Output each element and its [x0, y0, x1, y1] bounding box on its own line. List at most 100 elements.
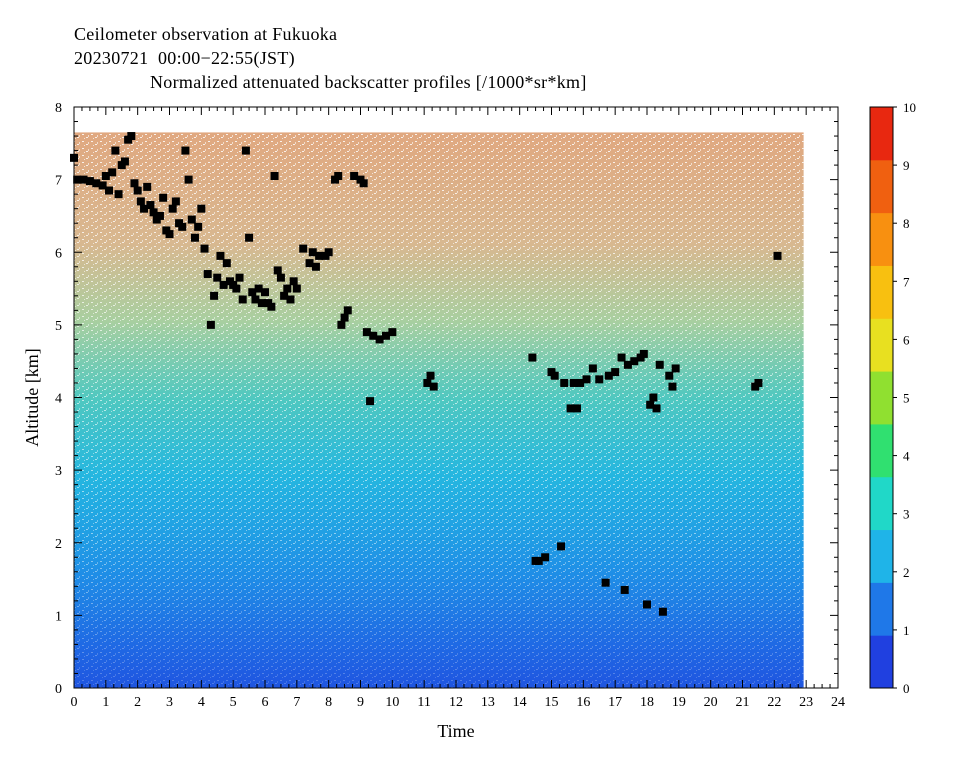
- x-tick-label: 4: [198, 695, 205, 710]
- cloud-base-point: [620, 585, 629, 594]
- cloud-base-point: [219, 280, 228, 289]
- cloud-base-point: [171, 197, 180, 206]
- cloud-base-point: [534, 556, 543, 565]
- cloud-base-point: [140, 204, 149, 213]
- colorbar-segment: [870, 635, 893, 689]
- y-tick-label: 8: [55, 101, 62, 116]
- cloud-base-point: [643, 600, 651, 609]
- x-tick-label: 15: [545, 695, 559, 710]
- colorbar-tick-label: 5: [903, 391, 910, 406]
- y-tick-label: 4: [55, 392, 62, 407]
- y-tick-label: 2: [55, 537, 62, 552]
- cloud-base-point: [658, 607, 667, 616]
- cloud-base-point: [652, 404, 661, 413]
- cloud-base-point: [254, 284, 263, 293]
- cloud-base-point: [216, 251, 225, 260]
- x-tick-label: 23: [799, 695, 813, 710]
- y-tick-label: 1: [55, 609, 62, 624]
- cloud-base-point: [350, 171, 359, 180]
- cloud-base-point: [299, 244, 308, 253]
- x-tick-label: 12: [449, 695, 463, 710]
- x-axis-label: Time: [437, 721, 474, 741]
- cloud-base-point: [261, 288, 269, 297]
- cloud-base-point: [369, 331, 378, 340]
- cloud-base-point: [343, 306, 352, 315]
- cloud-base-point: [270, 171, 279, 180]
- cloud-base-point: [203, 270, 212, 279]
- colorbar-tick-label: 8: [903, 216, 910, 231]
- cloud-base-point: [120, 157, 129, 166]
- colorbar-tick-label: 4: [903, 449, 910, 464]
- cloud-base-point: [105, 186, 114, 195]
- cloud-base-point: [366, 397, 375, 406]
- colorbar-segment: [870, 423, 893, 478]
- colorbar-tick-label: 10: [903, 100, 916, 115]
- cloud-base-point: [572, 404, 581, 413]
- x-tick-label: 14: [513, 695, 527, 710]
- cloud-base-point: [381, 331, 390, 340]
- cloud-base-point: [111, 146, 120, 155]
- cloud-base-point: [601, 578, 610, 587]
- cloud-base-point: [308, 248, 317, 257]
- x-tick-label: 2: [134, 695, 141, 710]
- cloud-base-point: [143, 182, 152, 191]
- cloud-base-point: [181, 146, 190, 155]
- cloud-base-point: [146, 201, 155, 210]
- colorbar-segment: [870, 529, 893, 583]
- x-tick-label: 9: [357, 695, 364, 710]
- colorbar-segment: [870, 371, 893, 425]
- cloud-base-point: [222, 259, 231, 268]
- cloud-base-point: [213, 273, 222, 282]
- cloud-base-point: [210, 291, 219, 300]
- x-tick-label: 22: [767, 695, 781, 710]
- cloud-base-point: [79, 175, 88, 184]
- cloud-base-point: [324, 248, 333, 257]
- colorbar-segment: [870, 212, 893, 266]
- x-tick-label: 1: [102, 695, 109, 710]
- cloud-base-point: [337, 320, 346, 329]
- x-tick-label: 13: [481, 695, 495, 710]
- x-tick-label: 5: [230, 695, 237, 710]
- cloud-base-point: [560, 378, 569, 387]
- cloud-base-point: [595, 375, 604, 384]
- cloud-base-point: [127, 132, 136, 141]
- cloud-base-point: [292, 284, 301, 293]
- cloud-base-point: [241, 146, 250, 155]
- cloud-base-point: [388, 328, 397, 337]
- x-tick-label: 16: [576, 695, 590, 710]
- cloud-base-point: [611, 368, 620, 377]
- cloud-base-point: [649, 393, 658, 402]
- cloud-base-point: [190, 233, 199, 242]
- colorbar-segment: [870, 159, 893, 214]
- x-tick-label: 3: [166, 695, 173, 710]
- cloud-base-point: [668, 382, 677, 391]
- x-tick-label: 8: [325, 695, 332, 710]
- colorbar-segment: [870, 265, 893, 319]
- cloud-base-point: [359, 179, 368, 188]
- cloud-base-point: [617, 353, 626, 362]
- cloud-base-point: [130, 179, 139, 188]
- backscatter-field: [74, 132, 804, 688]
- cloud-base-point: [200, 244, 209, 253]
- cloud-base-point: [178, 222, 187, 231]
- cloud-base-point: [194, 222, 203, 231]
- y-axis-label: Altitude [km]: [22, 348, 42, 446]
- cloud-base-point: [639, 349, 648, 358]
- cloud-base-point: [550, 371, 559, 380]
- cloud-base-point: [108, 168, 117, 177]
- cloud-base-point: [754, 378, 763, 387]
- cloud-base-point: [276, 273, 285, 282]
- cloud-base-point: [623, 360, 632, 369]
- chart-title-line-1: Ceilometer observation at Fukuoka: [74, 24, 338, 44]
- x-tick-label: 24: [831, 695, 845, 710]
- cloud-base-point: [248, 288, 257, 297]
- cloud-base-point: [429, 382, 438, 391]
- cloud-base-point: [267, 302, 276, 311]
- colorbar-tick-label: 6: [903, 332, 910, 347]
- cloud-base-point: [630, 357, 639, 366]
- cloud-base-point: [311, 262, 320, 271]
- cloud-base-point: [305, 259, 314, 268]
- cloud-base-point: [184, 175, 193, 184]
- cloud-base-point: [315, 251, 324, 260]
- cloud-base-point: [283, 284, 292, 293]
